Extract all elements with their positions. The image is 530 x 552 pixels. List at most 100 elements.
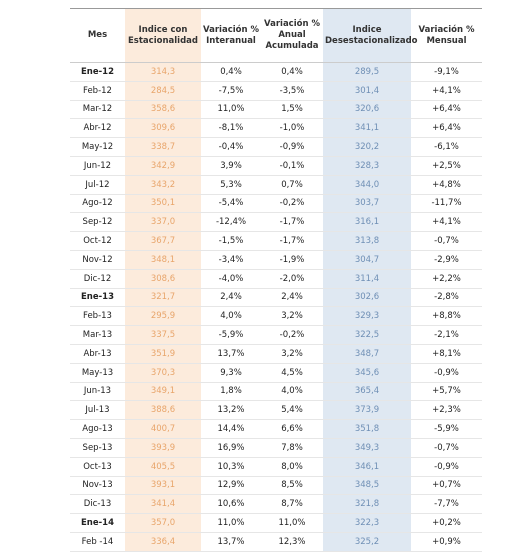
value-cell: 8,5% bbox=[261, 476, 323, 496]
month-cell: Feb-12 bbox=[70, 81, 125, 101]
value-cell: 8,0% bbox=[261, 457, 323, 477]
value-cell: 301,4 bbox=[323, 81, 411, 101]
value-cell: 338,7 bbox=[125, 137, 201, 157]
table-row: Oct-13 405,5 10,3% 8,0% 346,1 -0,9% bbox=[70, 457, 482, 477]
value-cell: 346,1 bbox=[323, 457, 411, 477]
month-cell: Mar-13 bbox=[70, 325, 125, 345]
table-row: Ago-12 350,1 -5,4% -0,2% 303,7 -11,7% bbox=[70, 194, 482, 214]
table-row: Ene-12 314,3 0,4% 0,4% 289,5 -9,1% bbox=[70, 62, 482, 82]
value-cell: -2,8% bbox=[411, 288, 482, 308]
month-cell: Jul-13 bbox=[70, 400, 125, 421]
value-cell: 16,9% bbox=[201, 438, 261, 458]
table-row: Ene-13 321,7 2,4% 2,4% 302,6 -2,8% bbox=[70, 288, 482, 308]
month-cell: Nov-13 bbox=[70, 476, 125, 496]
month-cell: Dic-12 bbox=[70, 269, 125, 289]
table-row: Ene-14 357,0 11,0% 11,0% 322,3 +0,2% bbox=[70, 513, 482, 533]
value-cell: 350,1 bbox=[125, 194, 201, 214]
month-cell: May-12 bbox=[70, 137, 125, 157]
value-cell: -2,0% bbox=[261, 269, 323, 289]
value-cell: +5,7% bbox=[411, 382, 482, 402]
value-cell: +0,9% bbox=[411, 532, 482, 552]
month-cell: Dic-13 bbox=[70, 494, 125, 515]
value-cell: 309,6 bbox=[125, 118, 201, 139]
value-cell: 367,7 bbox=[125, 231, 201, 251]
value-cell: 348,5 bbox=[323, 476, 411, 496]
value-cell: 6,6% bbox=[261, 419, 323, 439]
month-cell: Ene-12 bbox=[70, 62, 125, 82]
value-cell: +0,7% bbox=[411, 476, 482, 496]
column-header: Variación % Mensual bbox=[411, 8, 482, 63]
value-cell: -1,5% bbox=[201, 231, 261, 251]
value-cell: 311,4 bbox=[323, 269, 411, 289]
value-cell: 3,9% bbox=[201, 156, 261, 176]
value-cell: 351,9 bbox=[125, 344, 201, 364]
month-cell: May-13 bbox=[70, 363, 125, 383]
value-cell: -7,5% bbox=[201, 81, 261, 101]
value-cell: -6,1% bbox=[411, 137, 482, 157]
header-row: Mes Indice con Estacionalidad Variación % … bbox=[70, 8, 482, 63]
value-cell: 321,8 bbox=[323, 494, 411, 515]
month-cell: Sep-13 bbox=[70, 438, 125, 458]
value-cell: 341,1 bbox=[323, 118, 411, 139]
value-cell: 12,9% bbox=[201, 476, 261, 496]
value-cell: -0,2% bbox=[261, 325, 323, 345]
table-row: Sep-13 393,9 16,9% 7,8% 349,3 -0,7% bbox=[70, 438, 482, 458]
value-cell: 1,8% bbox=[201, 382, 261, 402]
table-row: Dic-13 341,4 10,6% 8,7% 321,8 -7,7% bbox=[70, 494, 482, 515]
value-cell: +6,4% bbox=[411, 118, 482, 139]
table-row: Sep-12 337,0 -12,4% -1,7% 316,1 +4,1% bbox=[70, 212, 482, 233]
table-row: Jul-13 388,6 13,2% 5,4% 373,9 +2,3% bbox=[70, 400, 482, 421]
value-cell: 321,7 bbox=[125, 288, 201, 308]
value-cell: +4,1% bbox=[411, 212, 482, 233]
table-row: Feb-13 295,9 4,0% 3,2% 329,3 +8,8% bbox=[70, 306, 482, 327]
value-cell: +2,3% bbox=[411, 400, 482, 421]
value-cell: 304,7 bbox=[323, 250, 411, 270]
value-cell: 325,2 bbox=[323, 532, 411, 552]
month-cell: Jun-12 bbox=[70, 156, 125, 176]
month-cell: Abr-12 bbox=[70, 118, 125, 139]
value-cell: 343,2 bbox=[125, 175, 201, 195]
value-cell: -0,9% bbox=[411, 363, 482, 383]
table-row: May-12 338,7 -0,4% -0,9% 320,2 -6,1% bbox=[70, 137, 482, 157]
value-cell: -1,9% bbox=[261, 250, 323, 270]
value-cell: 344,0 bbox=[323, 175, 411, 195]
value-cell: 337,0 bbox=[125, 212, 201, 233]
month-cell: Oct-12 bbox=[70, 231, 125, 251]
value-cell: -5,4% bbox=[201, 194, 261, 214]
value-cell: -9,1% bbox=[411, 62, 482, 82]
value-cell: -2,9% bbox=[411, 250, 482, 270]
value-cell: -7,7% bbox=[411, 494, 482, 515]
table-row: Abr-13 351,9 13,7% 3,2% 348,7 +8,1% bbox=[70, 344, 482, 364]
value-cell: 13,7% bbox=[201, 532, 261, 552]
month-cell: Ago-12 bbox=[70, 194, 125, 214]
value-cell: 8,7% bbox=[261, 494, 323, 515]
value-cell: 4,0% bbox=[261, 382, 323, 402]
value-cell: 329,3 bbox=[323, 306, 411, 327]
column-header: Indice con Estacionalidad bbox=[125, 8, 201, 63]
value-cell: 405,5 bbox=[125, 457, 201, 477]
value-cell: +4,1% bbox=[411, 81, 482, 101]
value-cell: 302,6 bbox=[323, 288, 411, 308]
column-header: Mes bbox=[70, 8, 125, 63]
value-cell: -5,9% bbox=[411, 419, 482, 439]
value-cell: 13,7% bbox=[201, 344, 261, 364]
value-cell: 349,1 bbox=[125, 382, 201, 402]
month-cell: Nov-12 bbox=[70, 250, 125, 270]
table-body: Ene-12 314,3 0,4% 0,4% 289,5 -9,1% Feb-12 284,5… bbox=[70, 62, 482, 552]
value-cell: 365,4 bbox=[323, 382, 411, 402]
column-header: Variación % Anual Acumulada bbox=[261, 8, 323, 63]
table-row: Jun-12 342,9 3,9% -0,1% 328,3 +2,5% bbox=[70, 156, 482, 176]
table-row: Jul-12 343,2 5,3% 0,7% 344,0 +4,8% bbox=[70, 175, 482, 195]
value-cell: 313,8 bbox=[323, 231, 411, 251]
table-container: Mes Indice con Estacionalidad Variación % … bbox=[70, 8, 482, 552]
value-cell: 3,2% bbox=[261, 306, 323, 327]
value-cell: 9,3% bbox=[201, 363, 261, 383]
value-cell: 0,4% bbox=[201, 62, 261, 82]
value-cell: 393,1 bbox=[125, 476, 201, 496]
value-cell: +8,8% bbox=[411, 306, 482, 327]
value-cell: 11,0% bbox=[201, 100, 261, 120]
value-cell: 4,5% bbox=[261, 363, 323, 383]
value-cell: +8,1% bbox=[411, 344, 482, 364]
month-cell: Sep-12 bbox=[70, 212, 125, 233]
table-row: Ago-13 400,7 14,4% 6,6% 351,8 -5,9% bbox=[70, 419, 482, 439]
